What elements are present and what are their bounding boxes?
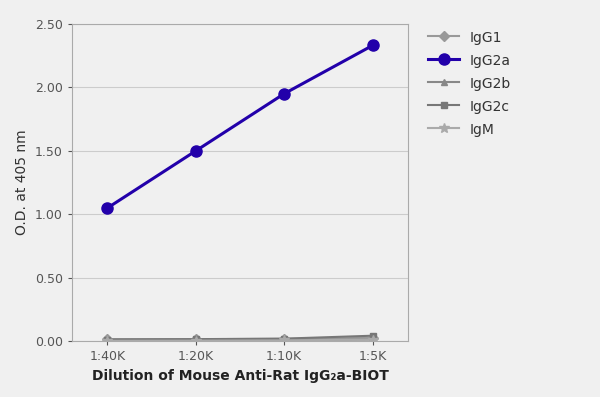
IgG1	[281, 337, 288, 341]
IgG2a	[192, 148, 199, 153]
IgG2a	[369, 43, 376, 48]
Line: IgG2a: IgG2a	[102, 40, 378, 214]
IgG2c	[369, 333, 376, 338]
IgM	[369, 337, 376, 342]
IgG2b	[281, 338, 288, 343]
IgG2b	[104, 338, 111, 343]
Line: IgG2c: IgG2c	[104, 332, 376, 343]
IgG1	[369, 335, 376, 340]
IgM	[192, 338, 199, 343]
Legend: IgG1, IgG2a, IgG2b, IgG2c, IgM: IgG1, IgG2a, IgG2b, IgG2c, IgM	[428, 31, 511, 137]
IgG1	[192, 337, 199, 341]
Line: IgG2b: IgG2b	[104, 336, 376, 344]
IgG2b	[192, 338, 199, 343]
IgG2a	[281, 91, 288, 96]
Y-axis label: O.D. at 405 nm: O.D. at 405 nm	[16, 130, 29, 235]
IgG2a	[104, 206, 111, 210]
Line: IgG1: IgG1	[104, 334, 376, 343]
Line: IgM: IgM	[103, 335, 377, 346]
IgG2c	[281, 336, 288, 341]
X-axis label: Dilution of Mouse Anti-Rat IgG₂a-BIOT: Dilution of Mouse Anti-Rat IgG₂a-BIOT	[92, 369, 388, 383]
IgG2b	[369, 337, 376, 342]
IgM	[104, 338, 111, 343]
IgG2c	[192, 337, 199, 341]
IgG1	[104, 337, 111, 341]
IgG2c	[104, 337, 111, 342]
IgM	[281, 338, 288, 343]
